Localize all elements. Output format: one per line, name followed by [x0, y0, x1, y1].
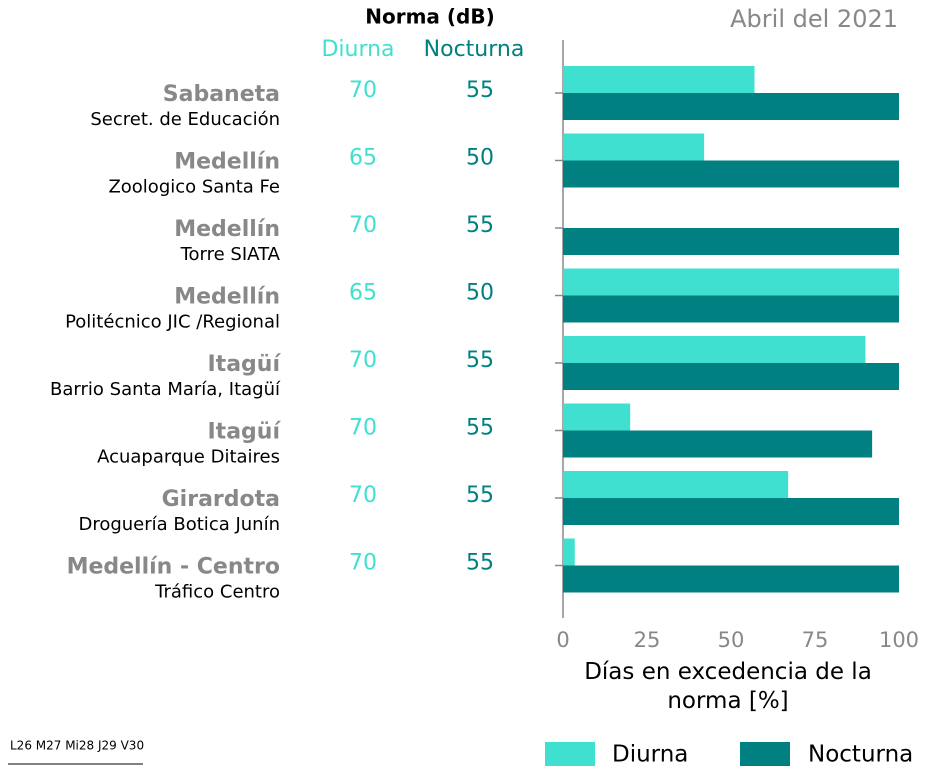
bar [563, 538, 575, 566]
legend-label: Diurna [612, 742, 688, 767]
bar [563, 498, 899, 525]
x-tick-label: 25 [634, 628, 661, 652]
city-label: Medellín [174, 285, 280, 310]
bar [563, 93, 899, 120]
bar [563, 133, 705, 161]
bar [563, 363, 899, 390]
station-label: Barrio Santa María, Itagüí [50, 379, 281, 400]
footnote: L26 M27 Mi28 J29 V30 [10, 739, 144, 753]
bar [563, 565, 899, 593]
x-tick-label: 50 [718, 628, 745, 652]
x-tick-label: 0 [556, 628, 569, 652]
bar [563, 295, 899, 323]
city-label: Medellín - Centro [67, 555, 280, 580]
station-label: Secret. de Educación [90, 109, 280, 130]
x-tick-label: 75 [802, 628, 829, 652]
city-label: Medellín [174, 217, 280, 242]
bar [563, 403, 631, 431]
bar [563, 160, 899, 188]
x-axis-label: Días en excedencia de la norma [%] [584, 659, 872, 714]
norma-diurna: 70 [349, 551, 377, 576]
col-header: Diurna [321, 37, 394, 62]
station-label: Politécnico JIC /Regional [65, 312, 280, 333]
city-label: Girardota [162, 487, 280, 512]
legend-label: Nocturna [808, 742, 913, 767]
station-label: Droguería Botica Junín [78, 514, 280, 535]
norma-nocturna: 55 [466, 551, 494, 576]
city-label: Itagüí [208, 352, 282, 377]
norma-diurna: 70 [349, 213, 377, 238]
station-label: Acuaparque Ditaires [97, 447, 280, 468]
norma-nocturna: 55 [466, 483, 494, 508]
city-label: Itagüí [208, 420, 282, 445]
norma-diurna: 65 [349, 281, 377, 306]
norma-nocturna: 50 [466, 146, 494, 171]
norma-diurna: 70 [349, 78, 377, 103]
city-label: Medellín [174, 150, 280, 175]
norma-diurna: 65 [349, 146, 377, 171]
legend-swatch [740, 742, 790, 766]
chart-title: Abril del 2021 [730, 5, 898, 33]
legend-swatch [545, 742, 595, 766]
norma-nocturna: 55 [466, 348, 494, 373]
bar [563, 430, 873, 458]
norma-diurna: 70 [349, 416, 377, 441]
norma-diurna: 70 [349, 483, 377, 508]
city-label: Sabaneta [163, 82, 280, 107]
bar [563, 228, 899, 255]
norma-nocturna: 55 [466, 213, 494, 238]
bar [563, 336, 866, 363]
station-label: Torre SIATA [180, 244, 281, 265]
station-label: Zoologico Santa Fe [108, 177, 280, 198]
norma-nocturna: 50 [466, 281, 494, 306]
norma-nocturna: 55 [466, 78, 494, 103]
norma-diurna: 70 [349, 348, 377, 373]
bar [563, 66, 755, 93]
station-label: Tráfico Centro [154, 582, 280, 603]
norma-title: Norma (dB) [365, 5, 494, 29]
col-header: Nocturna [424, 37, 525, 62]
norma-nocturna: 55 [466, 416, 494, 441]
bar [563, 268, 899, 296]
x-tick-label: 100 [879, 628, 919, 652]
bar [563, 471, 789, 498]
